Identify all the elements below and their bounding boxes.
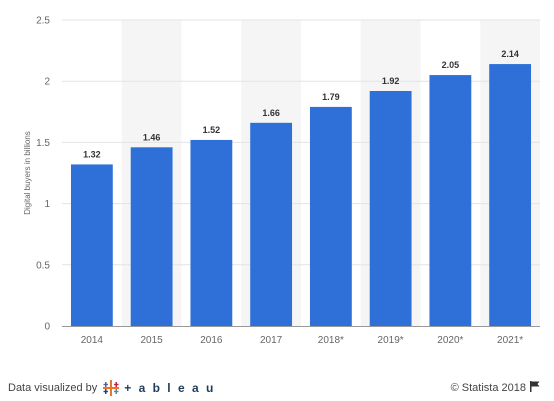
visualized-by-text: Data visualized by (8, 382, 98, 394)
bar-value-label: 1.79 (322, 92, 340, 102)
bar[interactable] (250, 122, 293, 326)
x-tick-label: 2014 (81, 335, 104, 346)
bar[interactable] (70, 164, 113, 326)
tableau-wordmark: + a b l e a u (124, 381, 216, 395)
bar-value-label: 2.05 (442, 60, 460, 70)
y-axis-label: Digital buyers in billions (23, 131, 32, 215)
bar[interactable] (130, 147, 173, 326)
x-tick-label: 2021* (497, 335, 523, 346)
y-axis-ticks: 0 0.5 1 1.5 2 2.5 (36, 16, 50, 333)
bar-value-labels: 1.32 1.46 1.52 1.66 1.79 1.92 2.05 2.14 (83, 49, 519, 159)
y-tick-label: 1 (44, 199, 50, 210)
x-tick-label: 2016 (200, 335, 223, 346)
x-tick-label: 2018* (318, 335, 344, 346)
bar-value-label: 1.92 (382, 76, 400, 86)
y-tick-label: 0 (44, 322, 50, 333)
bar-value-label: 2.14 (501, 49, 519, 59)
bar-value-label: 1.52 (203, 125, 221, 135)
y-tick-label: 2.5 (36, 16, 50, 27)
x-tick-label: 2015 (141, 335, 164, 346)
tableau-credit[interactable]: Data visualized by + a b l e a u (8, 378, 215, 398)
bar-value-label: 1.46 (143, 132, 161, 142)
bar-value-label: 1.32 (83, 149, 101, 159)
y-tick-label: 2 (44, 77, 50, 88)
y-tick-label: 1.5 (36, 138, 50, 149)
bars (70, 64, 532, 327)
bar-value-label: 1.66 (262, 108, 280, 118)
tableau-cross-icon (102, 379, 120, 397)
bar[interactable] (429, 75, 472, 326)
bar[interactable] (190, 139, 233, 326)
bar[interactable] (489, 64, 532, 327)
x-axis-ticks: 2014 2015 2016 2017 2018* 2019* 2020* 2021* (81, 335, 524, 346)
y-tick-label: 0.5 (36, 260, 50, 271)
flag-icon[interactable] (530, 381, 540, 395)
copyright-text: © Statista 2018 (450, 382, 526, 394)
bar[interactable] (369, 90, 412, 326)
statista-credit[interactable]: © Statista 2018 (451, 378, 540, 398)
bar-chart: 00.511.522.5 Digital buyers in billions … (23, 16, 540, 346)
bar[interactable] (309, 106, 352, 327)
x-tick-label: 2019* (378, 335, 404, 346)
x-tick-label: 2017 (260, 335, 283, 346)
x-tick-label: 2020* (437, 335, 463, 346)
